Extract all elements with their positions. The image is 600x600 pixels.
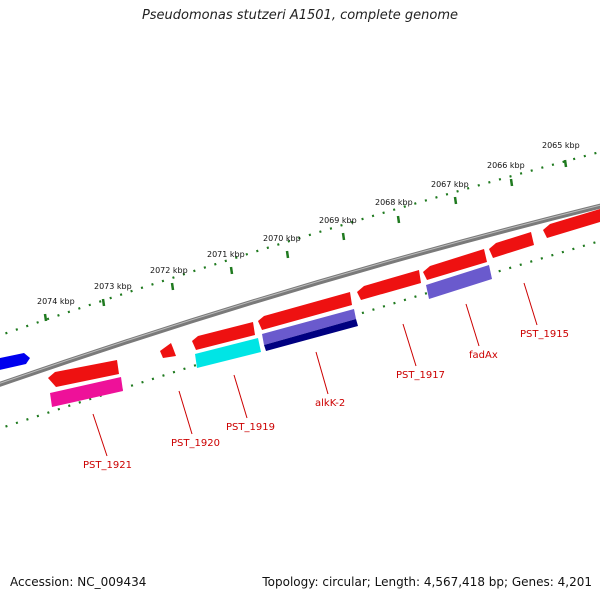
scale-label: 2074 kbp [37, 297, 75, 306]
scale-label: 2068 kbp [375, 198, 413, 207]
gene-arrow-PST_1920 [160, 343, 176, 358]
scale-label: 2067 kbp [431, 180, 469, 189]
gene-label-PST_1919: PST_1919 [226, 422, 275, 433]
gene-arrow-PST_1921 [48, 360, 119, 387]
gene-label-fadAx: fadAx [469, 350, 498, 361]
gene-box-alkK-2 [262, 309, 356, 345]
gene-label-PST_1920: PST_1920 [171, 438, 220, 449]
genome-summary-text: Topology: circular; Length: 4,567,418 bp… [262, 575, 592, 589]
gene-box-alkK-2-dark [264, 319, 358, 351]
gene-arrow-PST_1917 [357, 270, 421, 300]
genome-backbone-highlight [0, 204, 600, 384]
scale-label: 2071 kbp [207, 250, 245, 259]
gene-label-PST_1921: PST_1921 [83, 460, 132, 471]
map-title: Pseudomonas stutzeri A1501, complete gen… [141, 8, 459, 23]
gene-arrow-blue [0, 353, 30, 370]
scale-label: 2069 kbp [319, 216, 357, 225]
gene-label-PST_1915: PST_1915 [520, 329, 569, 340]
scale-label: 2072 kbp [150, 266, 188, 275]
label-leaders [92, 282, 538, 457]
major-ticks [43, 159, 568, 322]
scale-label: 2065 kbp [542, 141, 580, 150]
gene-box-PST_1921 [50, 377, 123, 407]
gene-arrow-PST_1919 [192, 322, 255, 350]
gene-box-fadAx [426, 265, 492, 299]
outer-ruler [0, 150, 600, 337]
genome-backbone [0, 203, 600, 387]
gene-label-alkK-2: alkK-2 [315, 398, 345, 409]
gene-label-PST_1917: PST_1917 [396, 370, 445, 381]
gene-box-PST_1919 [195, 338, 261, 368]
scale-label: 2073 kbp [94, 282, 132, 291]
gene-features [0, 209, 600, 407]
gene-arrow-right [543, 209, 600, 238]
gene-arrow-PST_1915 [489, 232, 534, 258]
gene-arrow-fadAx [423, 249, 487, 280]
scale-label: 2070 kbp [263, 234, 301, 243]
gene-arrow-alkK-2 [258, 292, 352, 330]
scale-label: 2066 kbp [487, 161, 525, 170]
accession-text: Accession: NC_009434 [10, 575, 147, 589]
